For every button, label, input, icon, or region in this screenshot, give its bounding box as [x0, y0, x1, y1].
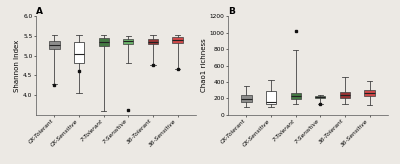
PathPatch shape	[98, 38, 109, 46]
PathPatch shape	[172, 37, 183, 43]
PathPatch shape	[74, 42, 84, 63]
PathPatch shape	[364, 90, 375, 96]
PathPatch shape	[148, 39, 158, 44]
PathPatch shape	[266, 91, 276, 104]
PathPatch shape	[241, 95, 252, 102]
PathPatch shape	[49, 41, 60, 49]
Y-axis label: Shannon Index: Shannon Index	[14, 40, 20, 92]
PathPatch shape	[315, 96, 326, 98]
Text: A: A	[36, 7, 43, 16]
PathPatch shape	[290, 93, 301, 99]
Text: B: B	[228, 7, 235, 16]
PathPatch shape	[340, 92, 350, 98]
PathPatch shape	[123, 39, 134, 44]
Y-axis label: Chao1 richness: Chao1 richness	[201, 39, 207, 92]
